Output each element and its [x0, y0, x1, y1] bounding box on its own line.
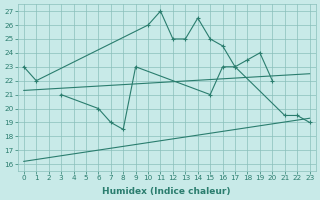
- X-axis label: Humidex (Indice chaleur): Humidex (Indice chaleur): [102, 187, 231, 196]
